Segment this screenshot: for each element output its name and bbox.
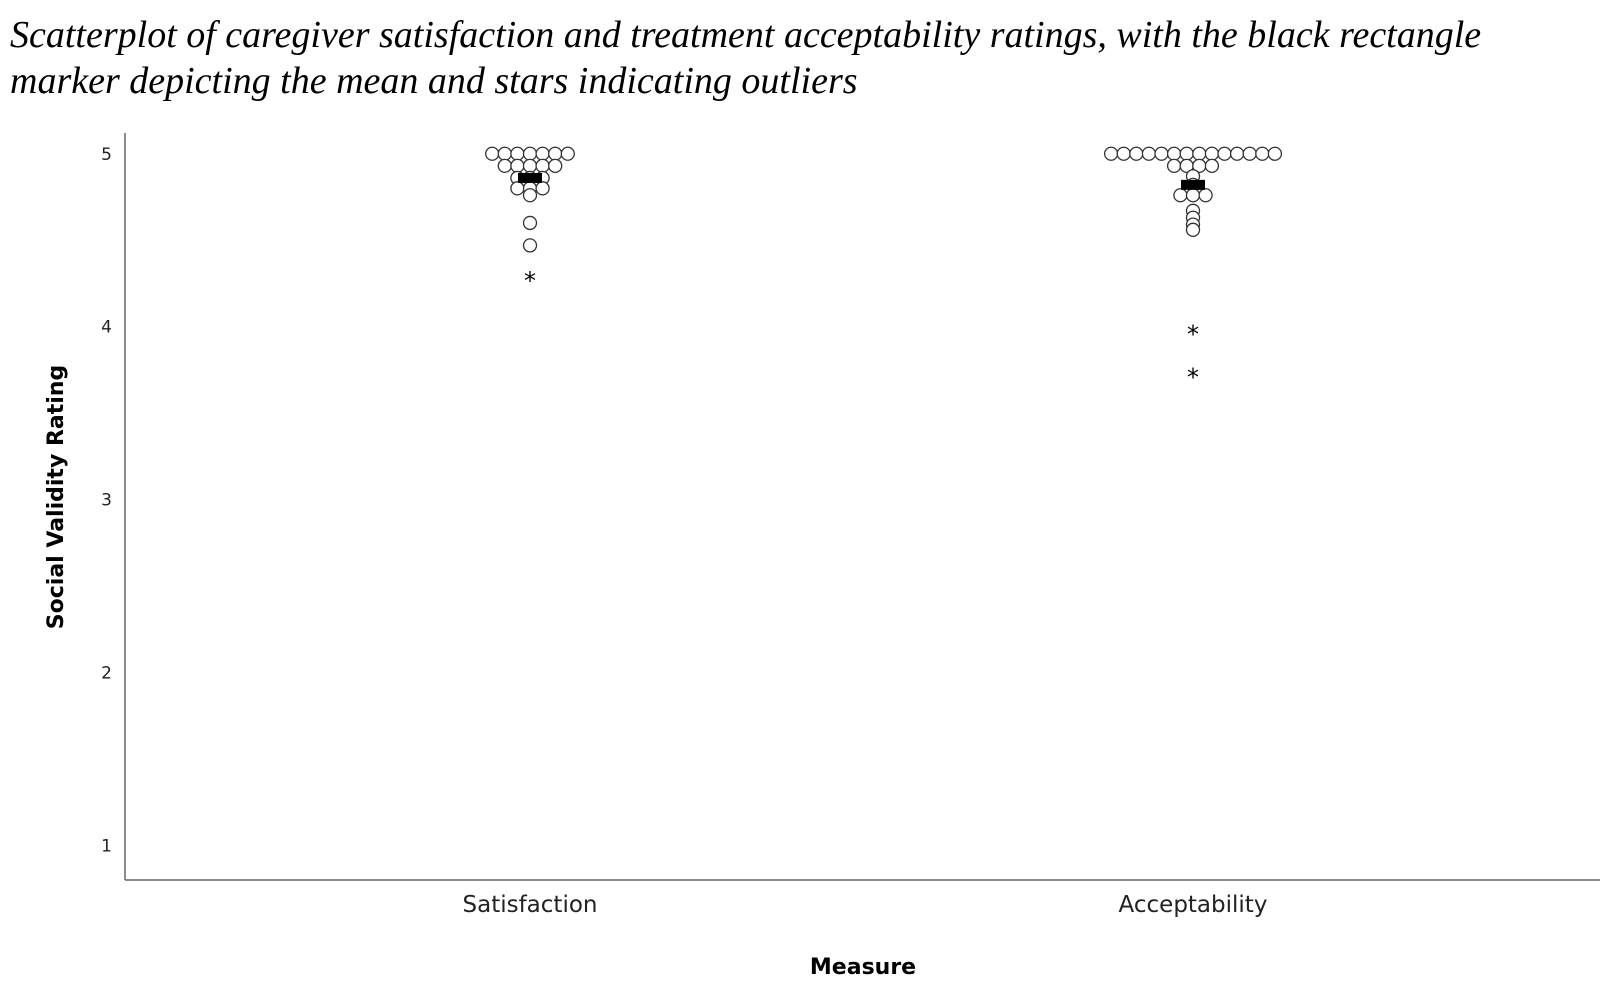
data-point: [548, 146, 563, 161]
x-axis-title: Measure: [810, 955, 916, 980]
data-point: [1204, 158, 1220, 174]
data-point: [522, 215, 538, 231]
data-point: [1255, 146, 1270, 161]
data-point: [522, 188, 538, 203]
y-tick-label: 1: [101, 836, 112, 856]
y-tick-label: 4: [101, 318, 112, 338]
data-point: [1229, 146, 1245, 161]
data-point: [485, 146, 500, 161]
data-point: [548, 158, 563, 174]
data-point: [1204, 146, 1220, 161]
outlier-star: *: [1187, 364, 1199, 392]
data-point: [1129, 146, 1144, 161]
x-tick-label: Satisfaction: [463, 892, 598, 918]
y-tick-label: 2: [101, 664, 112, 684]
y-tick-labels: 1 2 3 4 5: [101, 145, 112, 857]
data-point: [1116, 146, 1131, 161]
data-point: [535, 146, 550, 161]
y-tick-label: 5: [101, 145, 112, 165]
data-point: [1267, 146, 1283, 161]
data-point: [1198, 188, 1213, 203]
data-point: [497, 158, 512, 174]
data-point: [1154, 146, 1169, 161]
x-tick-label: Acceptability: [1119, 892, 1268, 918]
data-points: [485, 146, 1283, 253]
data-point: [497, 146, 512, 161]
data-point: [522, 238, 538, 253]
data-point: [535, 181, 550, 196]
outlier-star: *: [1187, 320, 1199, 348]
data-point: [535, 158, 550, 174]
data-point: [1217, 146, 1232, 161]
figure-caption: Scatterplot of caregiver satisfaction an…: [10, 14, 1482, 102]
data-point: [510, 158, 525, 174]
data-point: [510, 181, 525, 196]
outlier-star: *: [524, 267, 536, 295]
data-point: [510, 146, 525, 161]
mean-markers: [518, 172, 1205, 190]
data-point: [1103, 146, 1119, 161]
data-point: [1179, 146, 1194, 161]
data-point: [1192, 146, 1207, 161]
data-point: [1141, 146, 1157, 161]
x-tick-labels: Satisfaction Acceptability: [463, 892, 1268, 918]
data-point: [1166, 158, 1182, 174]
data-point: [522, 158, 538, 174]
data-point: [1185, 222, 1201, 237]
data-point: [560, 146, 575, 161]
data-point: [1242, 146, 1257, 161]
mean-marker: [518, 172, 542, 183]
data-point: [1185, 188, 1201, 203]
y-axis-title: Social Validity Rating: [44, 365, 69, 629]
mean-marker: [1181, 179, 1205, 190]
y-tick-label: 3: [101, 491, 112, 511]
outlier-markers: * * *: [524, 267, 1199, 392]
data-point: [522, 146, 538, 161]
data-point: [1166, 146, 1182, 161]
data-point: [1173, 188, 1188, 203]
